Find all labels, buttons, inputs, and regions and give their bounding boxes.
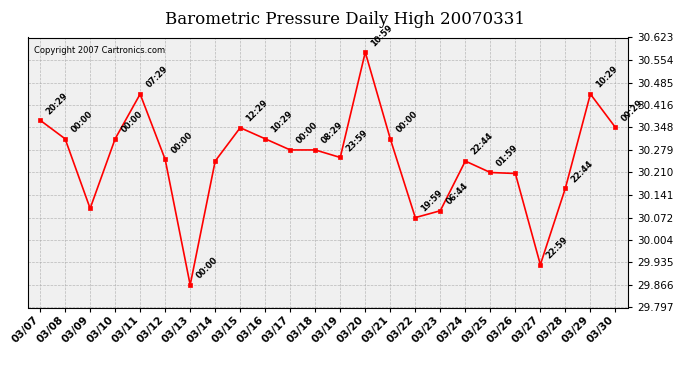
- Text: 00:00: 00:00: [395, 110, 420, 135]
- Text: 23:59: 23:59: [344, 128, 370, 153]
- Text: 06:44: 06:44: [444, 181, 470, 207]
- Text: 10:29: 10:29: [269, 110, 295, 135]
- Text: 07:29: 07:29: [144, 65, 170, 90]
- Text: 08:29: 08:29: [319, 121, 344, 146]
- Text: 22:44: 22:44: [569, 159, 595, 184]
- Text: 00:00: 00:00: [295, 121, 319, 146]
- Text: 22:59: 22:59: [544, 235, 570, 261]
- Text: 00:00: 00:00: [119, 110, 144, 135]
- Text: 00:00: 00:00: [69, 110, 95, 135]
- Text: 10:59: 10:59: [369, 23, 395, 48]
- Text: 01:59: 01:59: [495, 143, 520, 168]
- Text: Copyright 2007 Cartronics.com: Copyright 2007 Cartronics.com: [34, 46, 165, 55]
- Text: 12:29: 12:29: [244, 98, 270, 123]
- Text: 20:29: 20:29: [44, 91, 70, 116]
- Text: 09:29: 09:29: [620, 98, 644, 123]
- Text: 00:00: 00:00: [169, 130, 195, 155]
- Text: 10:29: 10:29: [595, 65, 620, 90]
- Text: 00:00: 00:00: [195, 256, 219, 281]
- Text: 19:59: 19:59: [420, 188, 444, 213]
- Text: Barometric Pressure Daily High 20070331: Barometric Pressure Daily High 20070331: [165, 11, 525, 28]
- Text: 22:44: 22:44: [469, 132, 495, 157]
